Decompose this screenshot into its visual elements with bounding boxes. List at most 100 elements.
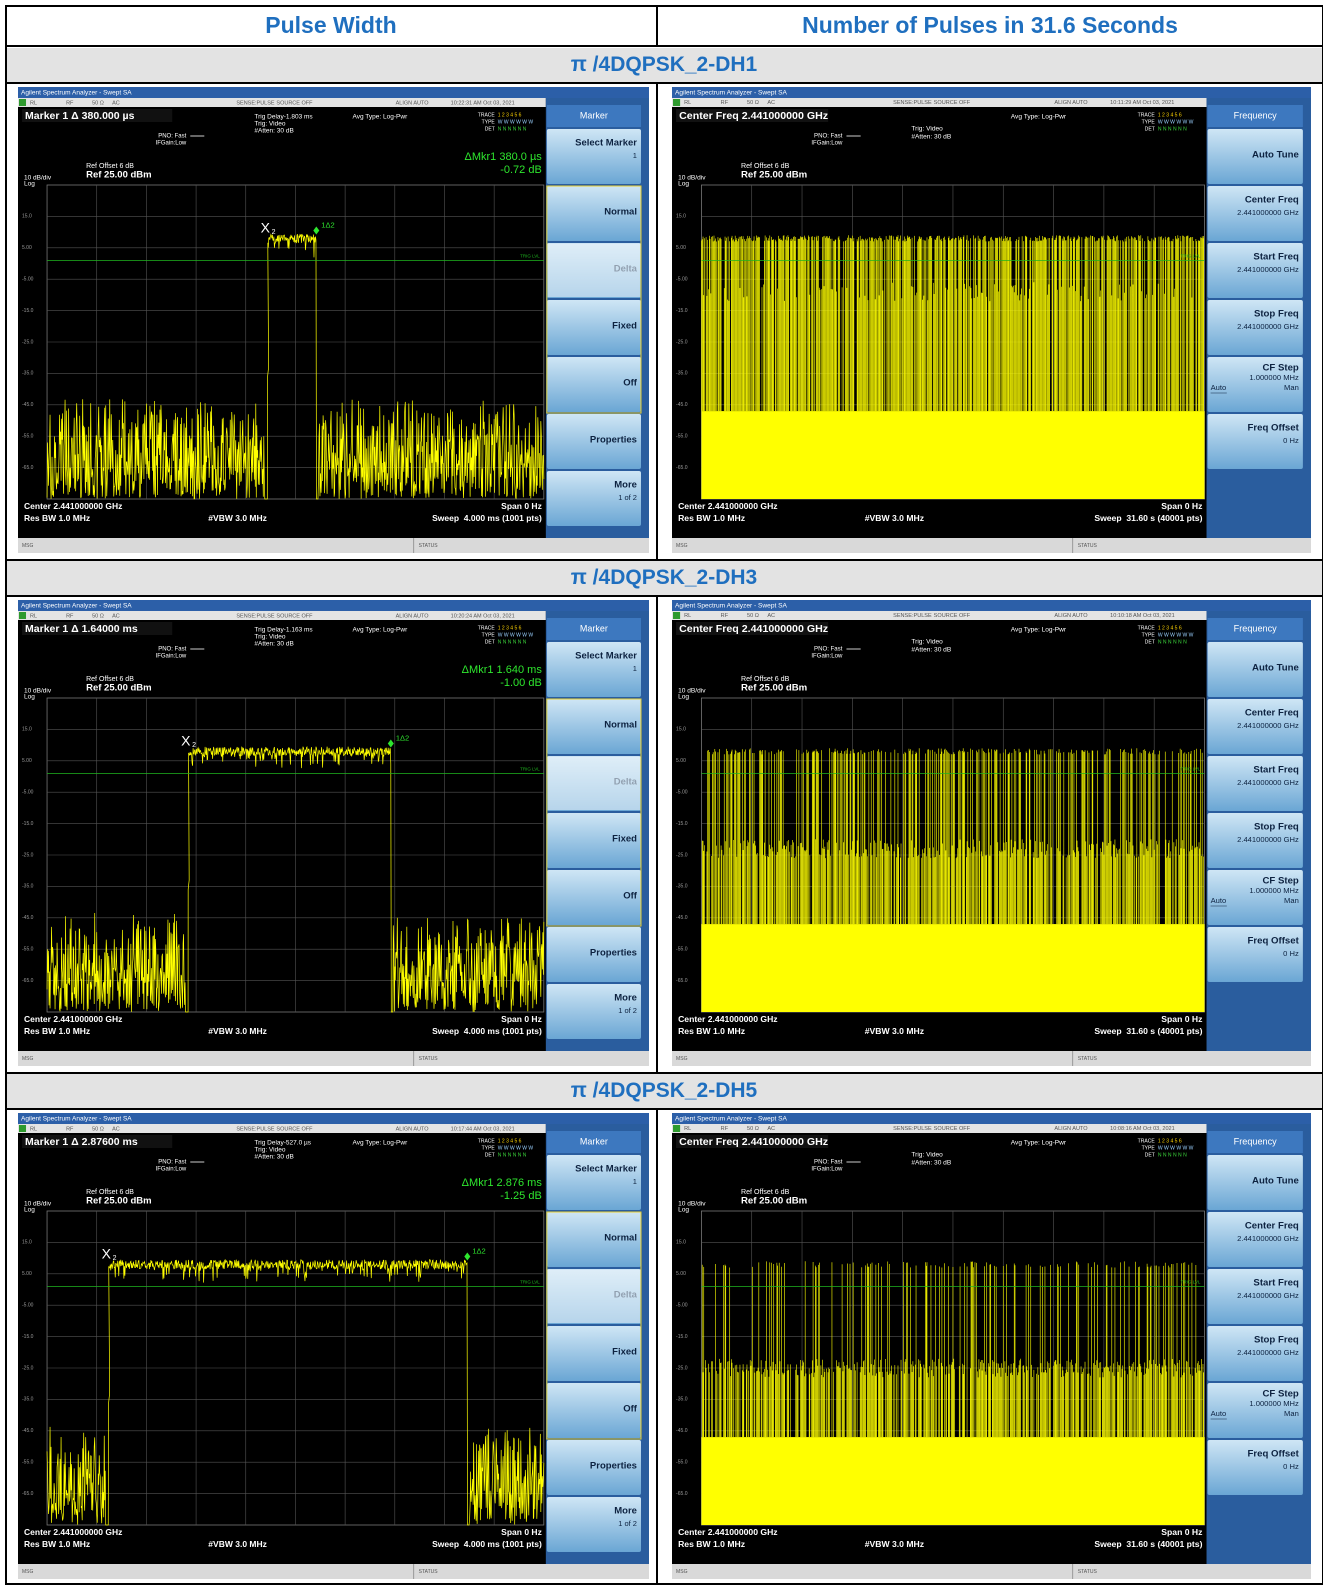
ref-level: Ref 25.00 dBm [741, 683, 807, 694]
trace-row-label: TRACE [1138, 112, 1156, 118]
status-item: SOURCE OFF [934, 613, 971, 619]
center: Center 2.441000000 GHz [678, 1527, 778, 1537]
trace-row-value: N N N N N N [1158, 126, 1187, 132]
softkey-label: Start Freq [1253, 252, 1299, 263]
pno: PNO: Fast [814, 647, 843, 653]
ref-level: Ref 25.00 dBm [86, 683, 152, 694]
softkey-label: Stop Freq [1254, 309, 1299, 320]
atten: #Atten: 30 dB [911, 1160, 952, 1167]
span: Span 0 Hz [501, 1527, 542, 1537]
status-item: RL [30, 613, 37, 619]
softkey-option: Auto [1211, 896, 1227, 905]
marker-line: Marker 1 Δ 2.87600 ms [25, 1136, 138, 1148]
y-label: 15.0 [22, 1240, 32, 1246]
softkey [1207, 300, 1303, 355]
trace [701, 235, 1204, 412]
softkey [546, 1497, 641, 1552]
status-item: RF [66, 100, 74, 106]
softkey-label: Off [623, 891, 638, 902]
y-label: -15.0 [676, 308, 688, 314]
delta-marker-readout: -0.72 dB [500, 164, 542, 176]
menu-title: Marker [580, 1136, 608, 1146]
softkey-value: 0 Hz [1283, 949, 1299, 958]
y-label: 5.00 [22, 245, 32, 251]
status-item: ALIGN AUTO [1054, 613, 1088, 619]
softkey [546, 927, 641, 982]
softkey-label: Fixed [612, 1347, 637, 1358]
softkey-value: 2.441000000 GHz [1237, 265, 1299, 274]
trace [46, 233, 545, 500]
status-item: RL [30, 100, 37, 106]
trig-lvl: TRIG LVL [1181, 254, 1201, 259]
softkey [546, 870, 641, 925]
softkey-value: 1 of 2 [618, 1519, 637, 1528]
menu-title-bg [546, 618, 641, 640]
marker-x-sub: 2 [113, 1255, 117, 1262]
status-item: SENSE:PULSE [893, 613, 932, 619]
status-bar [18, 1564, 649, 1579]
y-label: -5.00 [676, 1303, 688, 1309]
ref-offset: Ref Offset 6 dB [86, 676, 134, 683]
y-label: -15.0 [676, 821, 688, 827]
y-label: -5.00 [676, 277, 688, 283]
avg-type: Avg Type: Log-Pwr [1011, 627, 1067, 634]
menu-title-bg [546, 105, 641, 127]
y-label: -45.0 [676, 402, 688, 408]
softkey-selected [547, 1270, 640, 1323]
softkey-label: Properties [590, 435, 637, 446]
lxi-icon [673, 612, 681, 619]
status-item: RL [684, 613, 691, 619]
rbw: Res BW 1.0 MHz [24, 1026, 90, 1036]
status-item: 10:11:29 AM Oct 03, 2021 [1110, 100, 1174, 106]
trace-row-value: N N N N N N [498, 126, 527, 132]
status-item: AC [767, 100, 775, 106]
softkey [1207, 699, 1303, 754]
sweep: Sweep 4.000 ms (1001 pts) [432, 1026, 542, 1036]
vbw: #VBW 3.0 MHz [865, 1026, 924, 1036]
marker-x: X [181, 733, 191, 749]
trace-row-label: DET [485, 126, 495, 132]
softkey-label: More [614, 993, 637, 1004]
trig-lvl: TRIG LVL [1181, 1280, 1201, 1285]
status-label: STATUS [419, 1569, 439, 1575]
table-border [5, 595, 1323, 597]
ifgain: IFGain:Low [156, 1167, 187, 1173]
y-label: 15.0 [22, 214, 32, 220]
softkey [546, 1212, 641, 1267]
softkey-value: 2.441000000 GHz [1237, 322, 1299, 331]
softkey-value: 1 [633, 151, 637, 160]
softkey-label: CF Step [1262, 876, 1298, 887]
softkey-label: Center Freq [1245, 708, 1299, 719]
softkey-label: Start Freq [1253, 1278, 1299, 1289]
trig-delay: Trig Delay-1.163 ms [254, 627, 313, 634]
trace-row-label: DET [485, 639, 495, 645]
table-border [5, 1583, 1323, 1585]
title-bar [672, 87, 1311, 98]
softkey [1207, 1383, 1303, 1438]
lxi-icon [19, 612, 27, 619]
status-item: AC [767, 1126, 775, 1132]
msg: MSG [676, 1056, 688, 1062]
title-bar [672, 1113, 1311, 1124]
menu-title-bg [546, 1131, 641, 1153]
trace-row-value: N N N N N N [1158, 639, 1187, 645]
ref-offset: Ref Offset 6 dB [741, 676, 790, 683]
table-border [5, 1072, 1323, 1074]
status-item: RF [721, 100, 729, 106]
softkey [1207, 243, 1303, 298]
softkey-label: Fixed [612, 321, 637, 332]
trig-lvl: TRIG LVL [520, 254, 540, 259]
softkey-value: 1 of 2 [618, 493, 637, 502]
softkey [1207, 1440, 1303, 1495]
section-title: π /4DQPSK_2-DH5 [6, 1073, 1322, 1108]
softkey-value: 1.000000 MHz [1249, 373, 1299, 382]
trig: Trig: Video [254, 634, 285, 641]
trace-row-value: W W W W W W [1158, 632, 1194, 638]
avg-type: Avg Type: Log-Pwr [1011, 114, 1067, 121]
trace-row-value: W W W W W W [1158, 1145, 1194, 1151]
scale: 10 dB/div [24, 1201, 52, 1208]
status-label: STATUS [1078, 1569, 1098, 1575]
y-label: -25.0 [676, 1365, 688, 1371]
softkey-value: 1 [633, 664, 637, 673]
analyzer-screenshot: Agilent Spectrum Analyzer - Swept SA RL RF… [672, 1113, 1311, 1579]
